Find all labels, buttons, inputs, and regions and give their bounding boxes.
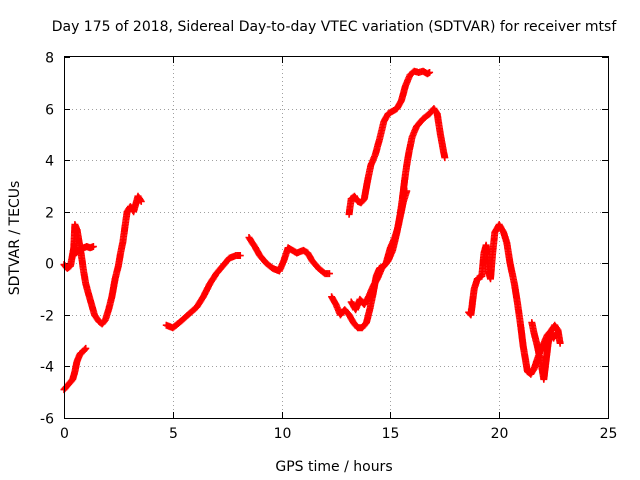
series-arc-4	[162, 252, 244, 332]
data-point-plus	[136, 196, 144, 204]
y-tick-label: -2	[40, 309, 54, 325]
data-point-plus	[325, 270, 333, 278]
series-arc-8	[347, 187, 411, 314]
series-arc-3	[60, 344, 90, 394]
y-tick-label: -6	[40, 412, 54, 428]
y-tick-label: -4	[40, 360, 54, 376]
x-tick-label: 25	[600, 426, 618, 442]
y-tick-label: 8	[45, 51, 54, 67]
plot-frame	[64, 56, 609, 419]
y-tick-label: 2	[45, 206, 54, 222]
y-tick-label: 6	[45, 103, 54, 119]
data-point-plus	[553, 329, 561, 337]
data-point-plus	[89, 243, 97, 251]
y-tick-label: 4	[45, 154, 54, 170]
x-tick-label: 10	[274, 426, 292, 442]
x-tick-label: 20	[491, 426, 509, 442]
data-point-plus	[556, 339, 564, 347]
x-tick-label: 0	[60, 426, 69, 442]
x-axis-label: GPS time / hours	[275, 459, 392, 475]
tick-labels: 0 5 10 15 20 25 -6 -4 -2 0 2 4 6 8	[40, 51, 617, 443]
grid	[64, 57, 608, 418]
y-axis-label: SDTVAR / TECUs	[7, 181, 23, 296]
series-arc-2	[70, 243, 97, 259]
series-arc-5	[245, 234, 333, 278]
x-tick-label: 5	[169, 426, 178, 442]
y-tick-label: 0	[45, 257, 54, 273]
data-point-plus	[236, 252, 244, 260]
data-point-plus	[403, 187, 411, 195]
data-point-plus	[552, 330, 560, 338]
data-point-plus	[426, 68, 434, 76]
chart-title: Day 175 of 2018, Sidereal Day-to-day VTE…	[52, 19, 618, 35]
series-arc-9	[465, 221, 564, 378]
data-point-plus	[82, 344, 90, 352]
series-arc-10	[528, 319, 561, 383]
data-marks	[60, 67, 564, 394]
series-arc-7	[345, 67, 434, 218]
data-point-plus	[441, 154, 449, 162]
x-tick-label: 15	[382, 426, 400, 442]
data-point-plus	[137, 197, 145, 205]
